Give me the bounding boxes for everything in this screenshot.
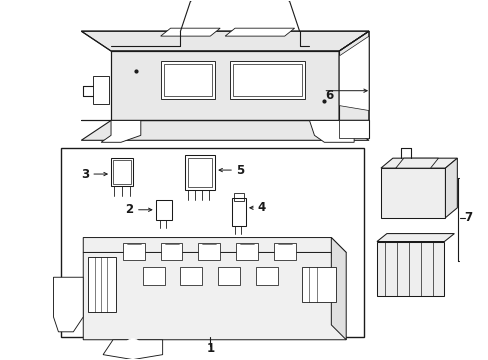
Polygon shape (81, 31, 368, 51)
Polygon shape (83, 238, 346, 252)
Bar (180, 267, 202, 285)
Polygon shape (81, 121, 368, 140)
Bar (155, 200, 171, 220)
Polygon shape (339, 36, 368, 111)
Bar (234, 193, 244, 201)
Bar (161, 61, 215, 99)
Bar (185, 155, 215, 190)
Bar (161, 243, 182, 260)
Polygon shape (309, 121, 353, 142)
Polygon shape (445, 158, 456, 218)
Bar (255, 267, 277, 285)
Polygon shape (83, 252, 346, 340)
Polygon shape (380, 158, 456, 168)
Bar (230, 61, 304, 99)
Polygon shape (339, 31, 368, 121)
Polygon shape (376, 242, 444, 296)
Text: 3: 3 (81, 167, 89, 181)
Polygon shape (380, 168, 445, 218)
Text: 6: 6 (325, 89, 333, 102)
Text: 7: 7 (463, 211, 471, 224)
Polygon shape (395, 158, 438, 168)
Polygon shape (53, 277, 83, 332)
Bar (163, 64, 212, 96)
Circle shape (124, 339, 141, 355)
Polygon shape (101, 121, 141, 142)
Bar (301, 267, 336, 302)
Bar (233, 64, 301, 96)
Polygon shape (161, 28, 220, 36)
Bar (198, 243, 220, 260)
Polygon shape (376, 234, 453, 242)
Text: 4: 4 (257, 201, 265, 214)
Bar (88, 257, 116, 312)
Bar (113, 160, 131, 184)
Polygon shape (111, 51, 339, 121)
Bar (188, 158, 212, 187)
Bar (142, 267, 164, 285)
Bar (93, 76, 109, 104)
Text: 2: 2 (124, 203, 133, 216)
Polygon shape (339, 121, 368, 138)
Bar (218, 267, 240, 285)
Bar (236, 243, 257, 260)
Text: 5: 5 (235, 163, 244, 176)
Polygon shape (224, 28, 294, 36)
Text: 1: 1 (206, 342, 214, 355)
Polygon shape (331, 238, 346, 340)
Bar (273, 243, 295, 260)
Bar (232, 198, 245, 226)
Bar (61, 148, 364, 337)
Polygon shape (103, 340, 163, 360)
Bar (111, 158, 133, 186)
Bar (122, 243, 144, 260)
